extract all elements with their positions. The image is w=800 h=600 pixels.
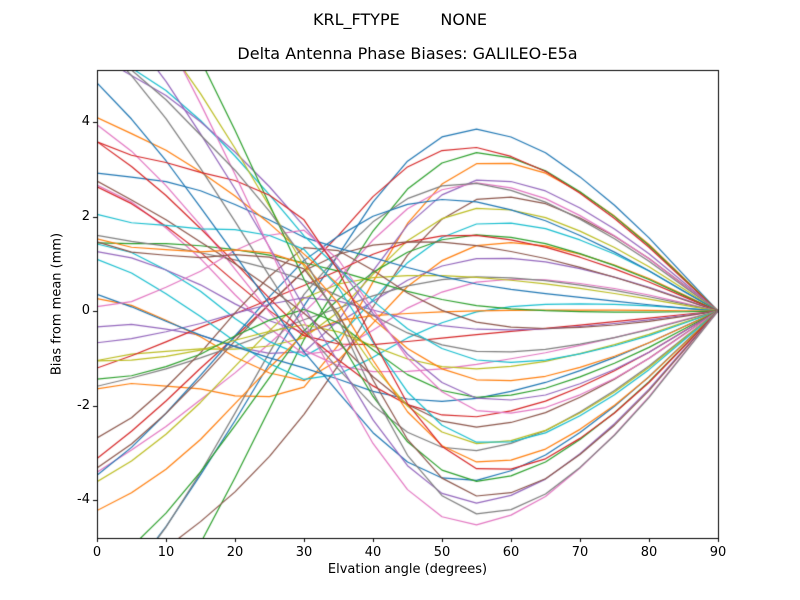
x-tick-label: 20	[226, 545, 244, 560]
y-tick-label: -4	[77, 492, 90, 508]
x-tick-label: 30	[295, 545, 313, 560]
x-tick-label: 70	[571, 545, 589, 560]
x-tick-label: 50	[433, 545, 451, 560]
y-tick-label: -2	[77, 397, 90, 413]
x-tick-label: 60	[502, 545, 520, 560]
x-tick-label: 80	[640, 545, 658, 560]
y-tick-label: 2	[81, 208, 90, 224]
x-tick-label: 0	[92, 545, 102, 560]
x-tick-label: 90	[709, 545, 727, 560]
figure-suptitle: KRL_FTYPE NONE	[312, 10, 488, 29]
x-axis-label: Elvation angle (degrees)	[327, 562, 488, 577]
y-tick-label: 4	[81, 114, 90, 129]
chart-title: Delta Antenna Phase Biases: GALILEO-E5a	[237, 44, 578, 63]
x-tick-label: 10	[157, 545, 175, 560]
x-tick-label: 40	[364, 545, 382, 560]
y-tick-label: 0	[81, 303, 90, 319]
